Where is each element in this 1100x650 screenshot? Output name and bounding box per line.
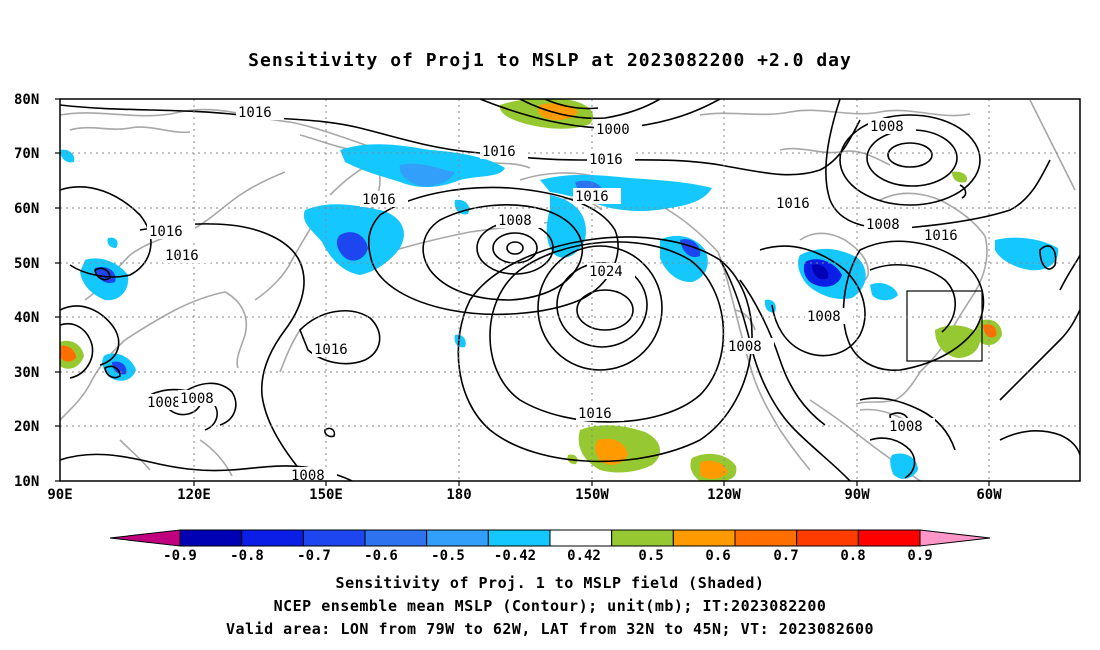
- contour-label: 1008: [866, 217, 900, 233]
- contour-label: 1016: [578, 406, 612, 422]
- map-title: Sensitivity of Proj1 to MSLP at 20230822…: [248, 50, 852, 71]
- valid-area-box: [906, 290, 983, 362]
- contour-label: 1016: [924, 228, 958, 244]
- colorbar-arrow-max: [919, 529, 991, 547]
- colorbar-label: 0.9: [907, 548, 932, 564]
- contour-label: 1008: [180, 391, 214, 407]
- contour-label: 1008: [870, 119, 904, 135]
- contour-label: 1008: [728, 339, 762, 355]
- lon-label: 90E: [47, 487, 72, 503]
- colorbar-segment: [857, 529, 921, 547]
- colorbar-label: 0.5: [638, 548, 663, 564]
- colorbar-label: 0.8: [840, 548, 865, 564]
- longitude-labels: 90E 120E 150E 180 150W 120W 90W 60W: [47, 487, 1002, 503]
- contour-label: 1008: [807, 309, 841, 325]
- contour-label: 1000: [596, 122, 630, 138]
- contour-labels: 1016 1000 1008 1016 1016 1016 1016 1008 …: [145, 104, 970, 484]
- lon-label: 120E: [177, 487, 211, 503]
- lon-label: 120W: [707, 487, 741, 503]
- lat-label: 60N: [14, 201, 39, 217]
- lat-label: 80N: [14, 92, 39, 108]
- colorbar-label: -0.42: [494, 548, 536, 564]
- lat-label: 30N: [14, 365, 39, 381]
- colorbar-segment: [302, 529, 366, 547]
- colorbar-segment: [611, 529, 674, 547]
- colorbar-label: -0.5: [431, 548, 465, 564]
- contour-label: 1016: [149, 224, 183, 240]
- colorbar-segment: [364, 529, 428, 547]
- tick-marks: [55, 98, 990, 486]
- contour-label: 1016: [362, 192, 396, 208]
- lon-label: 150E: [309, 487, 343, 503]
- colorbar-segment: [672, 529, 736, 547]
- colorbar-label: -0.6: [364, 548, 398, 564]
- contour-label: 1016: [776, 196, 810, 212]
- contour-label: 1016: [482, 144, 516, 160]
- contour-label: 1008: [498, 213, 532, 229]
- caption-line-1: Sensitivity of Proj. 1 to MSLP field (Sh…: [335, 574, 765, 592]
- lat-label: 50N: [14, 256, 39, 272]
- lat-label: 40N: [14, 310, 39, 326]
- lon-label: 180: [446, 487, 471, 503]
- lat-label: 70N: [14, 146, 39, 162]
- contour-label: 1008: [291, 468, 325, 484]
- colorbar-label: 0.7: [773, 548, 798, 564]
- colorbar-label: -0.9: [163, 548, 197, 564]
- colorbar-segment: [241, 529, 304, 547]
- contour-label: 1024: [589, 264, 623, 280]
- colorbar-label: -0.7: [297, 548, 331, 564]
- colorbar-labels: -0.9 -0.8 -0.7 -0.6 -0.5 -0.42 0.42 0.5 …: [163, 548, 933, 564]
- lat-label: 10N: [14, 474, 39, 490]
- colorbar-segment: [734, 529, 798, 547]
- contour-label: 1016: [238, 105, 272, 121]
- colorbar-label: 0.42: [567, 548, 601, 564]
- caption-line-2: NCEP ensemble mean MSLP (Contour); unit(…: [273, 597, 827, 615]
- colorbar-segment: [487, 529, 551, 547]
- sensitivity-shading: [60, 99, 1059, 481]
- mslp-contours: [60, 99, 1080, 481]
- contour-label: 1016: [314, 342, 348, 358]
- contour-label: 1016: [589, 152, 623, 168]
- contour-label: 1008: [889, 419, 923, 435]
- contour-label: 1016: [165, 248, 199, 264]
- colorbar-segment: [426, 529, 489, 547]
- latitude-labels: 80N 70N 60N 50N 40N 30N 20N 10N: [14, 92, 39, 490]
- colorbar-arrow-min: [109, 529, 181, 547]
- lat-label: 20N: [14, 419, 39, 435]
- lon-label: 90W: [844, 487, 870, 503]
- colorbar-label: -0.8: [230, 548, 264, 564]
- colorbar-segment: [179, 529, 243, 547]
- map-frame: [59, 98, 1081, 482]
- lon-label: 150W: [575, 487, 609, 503]
- colorbar-segment: [549, 529, 613, 547]
- caption-line-3: Valid area: LON from 79W to 62W, LAT fro…: [225, 620, 875, 638]
- contour-label: 1008: [147, 395, 181, 411]
- colorbar: [109, 529, 991, 547]
- contour-label: 1016: [575, 189, 609, 205]
- colorbar-label: 0.6: [705, 548, 730, 564]
- colorbar-segment: [796, 529, 859, 547]
- lon-label: 60W: [976, 487, 1002, 503]
